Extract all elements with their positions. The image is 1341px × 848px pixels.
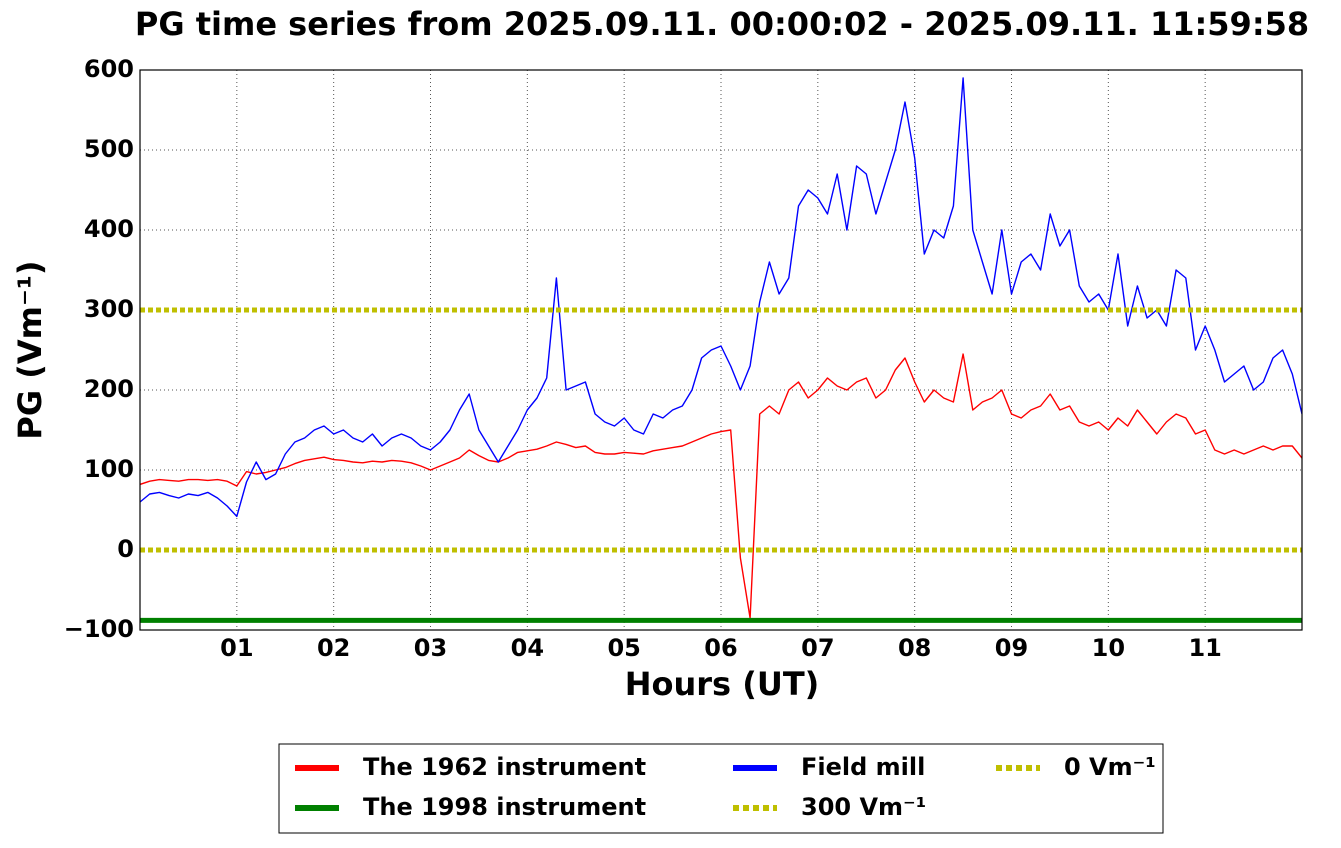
x-tick-label: 09 [995,634,1028,662]
y-tick-label: 600 [84,55,134,83]
y-tick-label: −100 [64,615,134,643]
x-tick-label: 11 [1188,634,1221,662]
series-line [140,353,1302,619]
legend-label: The 1998 instrument [363,793,646,821]
legend-label: The 1962 instrument [363,753,646,781]
legend-box [278,743,1164,834]
x-tick-label: 01 [220,634,253,662]
x-axis-label: Hours (UT) [625,665,820,703]
y-tick-label: 0 [117,535,134,563]
x-tick-label: 03 [414,634,447,662]
y-tick-label: 100 [84,455,134,483]
plot-frame [139,69,1303,631]
legend-label: 0 Vm⁻¹ [1064,753,1156,781]
legend-label: 300 Vm⁻¹ [801,793,926,821]
y-tick-label: 500 [84,135,134,163]
y-tick-label: 200 [84,375,134,403]
y-tick-label: 300 [84,295,134,323]
chart-title: PG time series from 2025.09.11. 00:00:02… [135,5,1309,43]
x-tick-label: 04 [511,634,544,662]
x-tick-label: 07 [801,634,834,662]
x-tick-label: 06 [704,634,737,662]
x-tick-label: 02 [317,634,350,662]
legend-label: Field mill [801,753,925,781]
y-tick-label: 400 [84,215,134,243]
y-axis-label: PG (Vm⁻¹) [11,260,49,439]
x-tick-label: 10 [1092,634,1125,662]
x-tick-label: 05 [607,634,640,662]
x-tick-label: 08 [898,634,931,662]
